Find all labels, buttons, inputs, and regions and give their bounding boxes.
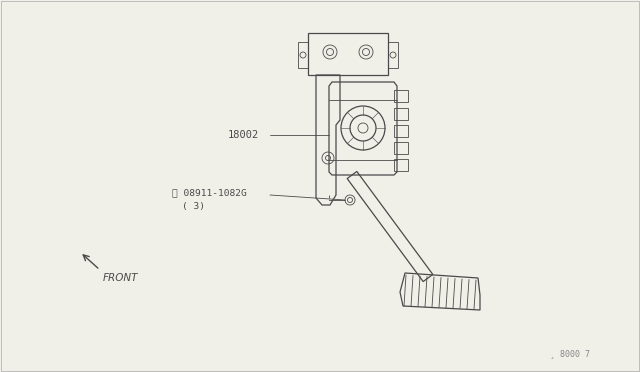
Text: ¸ 8000 7: ¸ 8000 7 [550,349,590,358]
Text: 18002: 18002 [228,130,259,140]
Text: ( 3): ( 3) [182,202,205,211]
Text: FRONT: FRONT [103,273,138,283]
Text: ⓓ 08911-1082G: ⓓ 08911-1082G [172,189,247,198]
